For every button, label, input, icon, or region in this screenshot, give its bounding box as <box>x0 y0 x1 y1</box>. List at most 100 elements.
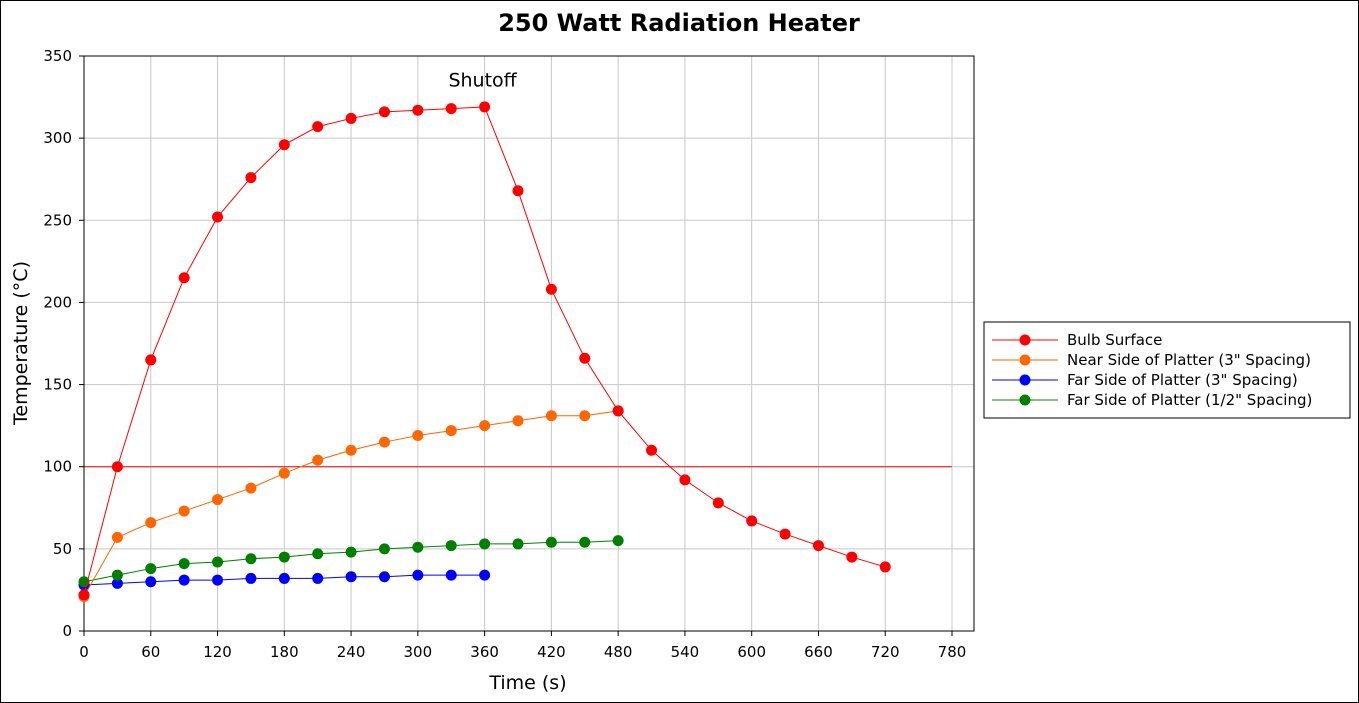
data-point <box>479 569 491 581</box>
x-tick-label: 240 <box>337 643 366 661</box>
axis-ticks: 0 60 120 180 240 300 360 420 480 540 600 660 720 780 0… <box>43 47 966 661</box>
data-point <box>512 415 524 427</box>
data-point <box>846 551 858 563</box>
data-point <box>212 556 224 568</box>
y-axis-label: Temperature (°C) <box>10 261 32 426</box>
series-3 <box>78 535 624 588</box>
data-point <box>378 543 390 555</box>
y-tick-label: 200 <box>43 293 72 311</box>
data-point <box>278 467 290 479</box>
y-tick-label: 300 <box>43 129 72 147</box>
data-point <box>245 172 257 184</box>
data-point <box>779 528 791 540</box>
legend-label: Bulb Surface <box>1067 331 1162 349</box>
x-tick-label: 180 <box>270 643 299 661</box>
data-point <box>312 572 324 584</box>
x-tick-label: 120 <box>203 643 232 661</box>
data-point <box>812 540 824 552</box>
legend-label: Far Side of Platter (3" Spacing) <box>1067 371 1298 389</box>
data-point <box>345 546 357 558</box>
data-point <box>345 571 357 583</box>
data-point <box>278 572 290 584</box>
data-point <box>278 139 290 151</box>
data-point <box>412 541 424 553</box>
x-tick-label: 360 <box>470 643 499 661</box>
data-point <box>278 551 290 563</box>
x-tick-label: 540 <box>671 643 700 661</box>
legend: Bulb Surface Near Side of Platter (3" Spa… <box>983 321 1351 419</box>
x-axis-label: Time (s) <box>488 672 566 694</box>
data-point <box>145 517 157 529</box>
data-point <box>145 563 157 575</box>
data-point <box>479 101 491 113</box>
data-point <box>178 505 190 517</box>
shutoff-annotation: Shutoff <box>448 70 517 92</box>
data-point <box>545 410 557 422</box>
legend-item: Near Side of Platter (3" Spacing) <box>992 351 1311 369</box>
data-point <box>111 569 123 581</box>
x-tick-label: 600 <box>737 643 766 661</box>
y-tick-label: 150 <box>43 376 72 394</box>
x-tick-label: 660 <box>804 643 833 661</box>
data-point <box>245 482 257 494</box>
data-point <box>579 352 591 364</box>
plot-area <box>83 55 975 632</box>
legend-item: Far Side of Platter (1/2" Spacing) <box>992 391 1312 409</box>
data-point <box>545 283 557 295</box>
data-point <box>412 430 424 441</box>
legend-label: Far Side of Platter (1/2" Spacing) <box>1067 391 1312 409</box>
data-point <box>212 211 224 223</box>
series-1 <box>78 405 624 602</box>
data-point <box>178 574 190 586</box>
legend-marker <box>1019 354 1031 366</box>
y-tick-label: 250 <box>43 211 72 229</box>
data-point <box>879 561 891 573</box>
data-point <box>378 436 390 448</box>
data-point <box>312 548 324 560</box>
series-0 <box>78 101 891 601</box>
data-point <box>178 272 190 284</box>
data-point <box>111 577 123 589</box>
data-point <box>345 112 357 124</box>
data-point <box>378 106 390 118</box>
chart-title: 250 Watt Radiation Heater <box>498 9 860 37</box>
data-point <box>345 444 357 456</box>
data-point <box>245 572 257 584</box>
series-2 <box>78 569 491 591</box>
series-layer <box>78 101 891 602</box>
data-point <box>712 497 724 509</box>
data-point <box>512 538 524 550</box>
x-tick-label: 60 <box>141 643 160 661</box>
data-point <box>445 425 457 437</box>
data-point <box>679 474 691 486</box>
y-tick-label: 50 <box>53 540 72 558</box>
data-point <box>646 444 658 456</box>
data-point <box>579 410 591 422</box>
legend-label: Near Side of Platter (3" Spacing) <box>1067 351 1311 369</box>
data-point <box>212 494 224 506</box>
data-point <box>78 589 90 601</box>
y-tick-label: 0 <box>62 622 72 640</box>
data-point <box>445 540 457 552</box>
y-tick-label: 350 <box>43 47 72 65</box>
data-point <box>212 574 224 586</box>
data-point <box>111 461 123 473</box>
data-point <box>445 569 457 581</box>
legend-item: Far Side of Platter (3" Spacing) <box>992 371 1298 389</box>
x-tick-label: 720 <box>871 643 900 661</box>
data-point <box>545 536 557 548</box>
data-point <box>612 405 624 417</box>
x-tick-label: 0 <box>79 643 89 661</box>
data-point <box>145 354 157 366</box>
grid <box>84 56 974 631</box>
data-point <box>312 121 324 133</box>
data-point <box>612 535 624 547</box>
data-point <box>145 576 157 588</box>
data-point <box>512 185 524 197</box>
x-tick-label: 300 <box>404 643 433 661</box>
data-point <box>579 536 591 548</box>
data-point <box>412 569 424 581</box>
y-tick-label: 100 <box>43 458 72 476</box>
data-point <box>445 103 457 115</box>
